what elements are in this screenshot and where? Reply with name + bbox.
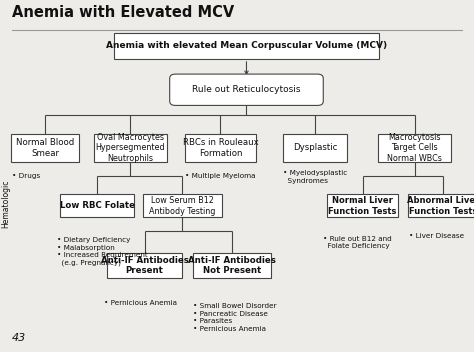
Text: • Dietary Deficiency
• Malabsorption
• Increased Requirement
  (e.g. Pregnancy): • Dietary Deficiency • Malabsorption • I… [57, 237, 147, 266]
FancyBboxPatch shape [283, 134, 347, 162]
Text: Anemia with elevated Mean Corpuscular Volume (MCV): Anemia with elevated Mean Corpuscular Vo… [106, 41, 387, 50]
Text: Oval Macrocytes
Hypersegmented
Neutrophils: Oval Macrocytes Hypersegmented Neutrophi… [96, 133, 165, 163]
Text: Anti-IF Antibodies
Present: Anti-IF Antibodies Present [100, 256, 189, 276]
Text: • Myelodysplastic
  Syndromes: • Myelodysplastic Syndromes [283, 170, 347, 184]
Text: Macrocytosis
Target Cells
Normal WBCs: Macrocytosis Target Cells Normal WBCs [387, 133, 442, 163]
FancyBboxPatch shape [114, 33, 379, 59]
Text: Dysplastic: Dysplastic [293, 143, 337, 152]
Text: • Pernicious Anemia: • Pernicious Anemia [104, 300, 177, 306]
FancyBboxPatch shape [61, 194, 134, 218]
FancyBboxPatch shape [408, 194, 474, 218]
Text: Rule out Reticulocytosis: Rule out Reticulocytosis [192, 85, 301, 94]
Text: Low RBC Folate: Low RBC Folate [60, 201, 135, 210]
Text: Abnormal Liver
Function Tests: Abnormal Liver Function Tests [407, 196, 474, 216]
FancyBboxPatch shape [327, 194, 398, 218]
Text: • Small Bowel Disorder
• Pancreatic Disease
• Parasites
• Pernicious Anemia: • Small Bowel Disorder • Pancreatic Dise… [193, 303, 277, 332]
FancyBboxPatch shape [170, 74, 323, 106]
FancyBboxPatch shape [185, 134, 256, 162]
FancyBboxPatch shape [11, 134, 79, 162]
Text: Anemia with Elevated MCV: Anemia with Elevated MCV [12, 5, 234, 20]
Text: Normal Blood
Smear: Normal Blood Smear [16, 138, 74, 158]
FancyBboxPatch shape [94, 134, 167, 162]
FancyBboxPatch shape [107, 253, 182, 278]
Text: • Drugs: • Drugs [12, 173, 40, 179]
Text: Low Serum B12
Antibody Testing: Low Serum B12 Antibody Testing [149, 196, 216, 216]
Text: 43: 43 [12, 333, 26, 343]
Text: Normal Liver
Function Tests: Normal Liver Function Tests [328, 196, 397, 216]
Text: Hematologic: Hematologic [1, 180, 10, 228]
Text: • Rule out B12 and
  Folate Deficiency: • Rule out B12 and Folate Deficiency [323, 236, 392, 249]
Text: Anti-IF Antibodies
Not Present: Anti-IF Antibodies Not Present [188, 256, 276, 276]
Text: • Liver Disease: • Liver Disease [409, 233, 464, 239]
Text: RBCs in Rouleaux
Formation: RBCs in Rouleaux Formation [182, 138, 258, 158]
Text: • Multiple Myeloma: • Multiple Myeloma [185, 173, 255, 179]
FancyBboxPatch shape [143, 194, 221, 218]
FancyBboxPatch shape [378, 134, 451, 162]
FancyBboxPatch shape [193, 253, 271, 278]
